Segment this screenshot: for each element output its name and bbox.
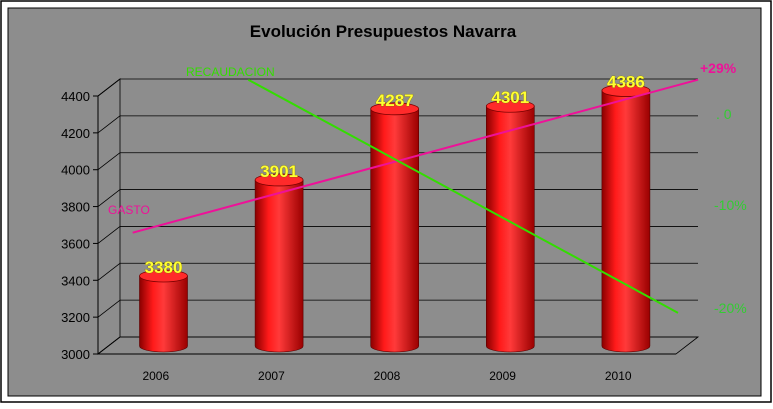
bars bbox=[139, 84, 651, 353]
y-tick-label: 4200 bbox=[61, 126, 90, 141]
secondary-axis-label-minus10: -10% bbox=[714, 197, 747, 213]
y-tick-label: 3200 bbox=[61, 310, 90, 325]
bar-body bbox=[370, 108, 419, 353]
gridline-diag bbox=[97, 336, 121, 355]
bar-body bbox=[254, 179, 304, 353]
bar-body bbox=[601, 90, 651, 353]
data-label: 3380 bbox=[145, 258, 183, 277]
y-tick-label: 4400 bbox=[61, 89, 90, 104]
gasto-series-label: GASTO bbox=[108, 203, 150, 217]
recaudacion-trend-line bbox=[247, 78, 679, 314]
data-label: 4386 bbox=[607, 73, 645, 92]
data-label: 3901 bbox=[260, 162, 298, 181]
bar-top bbox=[139, 269, 188, 283]
gridline-diag bbox=[97, 262, 121, 281]
bar-2010 bbox=[601, 84, 651, 353]
y-tick-label: 3600 bbox=[61, 236, 90, 251]
gridline-diag bbox=[97, 299, 121, 318]
secondary-axis-label-minus20: -20% bbox=[714, 300, 747, 316]
data-label: 4301 bbox=[491, 88, 529, 107]
y-tick-label: 3400 bbox=[61, 273, 90, 288]
chart-title: Evolución Presupuestos Navarra bbox=[250, 22, 517, 41]
x-tick-label: 2010 bbox=[605, 369, 632, 383]
bar-2006 bbox=[139, 269, 188, 353]
x-tick-labels: 2006 2007 2008 2009 2010 bbox=[142, 369, 631, 383]
recaudacion-series-label: RECAUDACION bbox=[186, 65, 275, 79]
bar-2007 bbox=[254, 173, 304, 353]
gasto-trend-line bbox=[132, 78, 699, 234]
gasto-growth-label: +29% bbox=[700, 60, 737, 76]
data-label: 4287 bbox=[376, 91, 414, 110]
bar-2009 bbox=[485, 99, 535, 353]
bar-top bbox=[370, 102, 420, 116]
gridline-diag bbox=[97, 226, 121, 244]
gridline-diag bbox=[97, 152, 121, 171]
y-tick-labels: 3000 3200 3400 3600 3800 4000 4200 4400 bbox=[61, 89, 90, 362]
x-tick-label: 2006 bbox=[142, 369, 169, 383]
gridline-diag bbox=[97, 189, 121, 207]
gridline-diag bbox=[97, 115, 121, 134]
bar-top bbox=[601, 84, 651, 97]
bar-top bbox=[254, 173, 304, 187]
bar-top bbox=[485, 99, 535, 113]
bar-2008 bbox=[370, 102, 420, 353]
bar-body bbox=[139, 275, 188, 353]
y-tick-label: 4000 bbox=[61, 163, 90, 178]
x-tick-label: 2008 bbox=[374, 369, 401, 383]
gridline-diag bbox=[97, 78, 121, 97]
y-tick-label: 3800 bbox=[61, 200, 90, 215]
y-tick-label: 3000 bbox=[61, 347, 90, 362]
bar-body bbox=[486, 105, 535, 353]
x-tick-label: 2007 bbox=[258, 369, 285, 383]
secondary-axis-label-0: . 0 bbox=[716, 106, 732, 122]
x-tick-label: 2009 bbox=[489, 369, 516, 383]
data-labels: 3380 3901 4287 4301 4386 bbox=[144, 72, 645, 277]
overlay-lines bbox=[132, 78, 699, 314]
